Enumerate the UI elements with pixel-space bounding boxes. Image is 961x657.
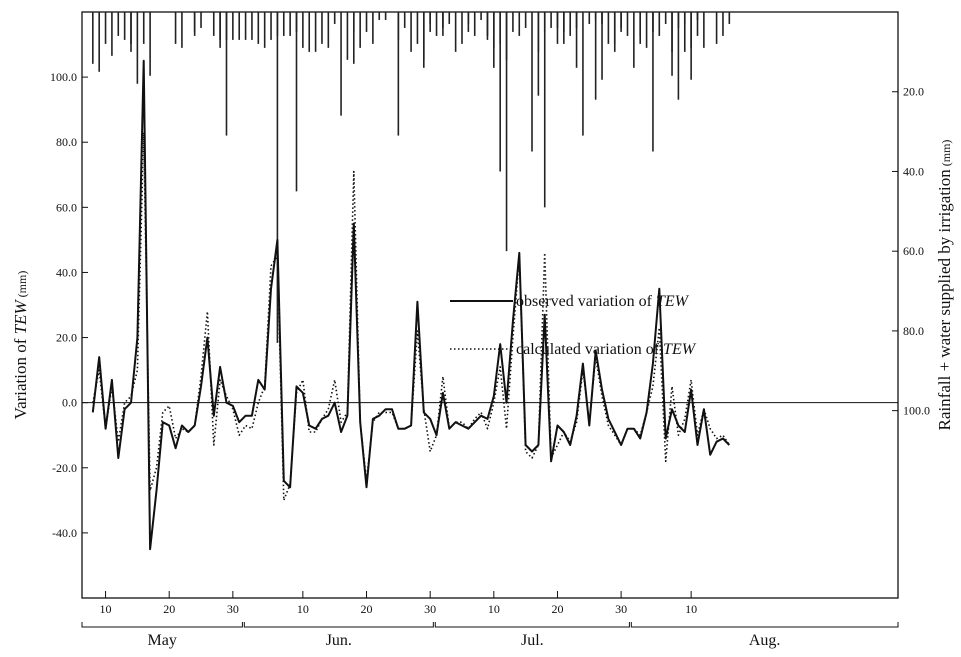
y2-tick-label: 80.0 — [903, 324, 924, 338]
x-tick-label: 20 — [361, 602, 373, 616]
y2-tick-label: 60.0 — [903, 244, 924, 258]
month-label: Jun. — [326, 632, 352, 649]
x-tick-label: 30 — [615, 602, 627, 616]
y2-axis-label-unit: (mm) — [939, 140, 953, 170]
x-tick-label: 30 — [424, 602, 436, 616]
month-label: May — [148, 632, 177, 649]
y-axis-label: Variation of TEW (mm) — [11, 271, 30, 420]
legend-label-italic: TEW — [656, 293, 690, 310]
y2-axis-label: Rainfall + water supplied by irrigation … — [935, 140, 954, 431]
legend-label-text: calculated variation of — [516, 341, 663, 358]
y-tick-label: 0.0 — [62, 396, 77, 410]
month-bracket — [243, 622, 434, 628]
month-bracket — [630, 622, 899, 628]
y-tick-label: -20.0 — [52, 461, 77, 475]
tew-lines — [91, 59, 731, 551]
observed-tew-line — [91, 59, 731, 551]
month-bracket — [434, 622, 630, 628]
legend-label-italic: TEW — [663, 341, 697, 358]
y-tick-label: 100.0 — [50, 70, 77, 84]
y-tick-label: -40.0 — [52, 526, 77, 540]
x-tick-label: 10 — [100, 602, 112, 616]
x-tick-label: 30 — [227, 602, 239, 616]
y2-tick-label: 40.0 — [903, 164, 924, 178]
legend-label: calculated variation of TEW — [516, 341, 697, 358]
y-axis-label-italic: TEW — [11, 299, 30, 335]
calculated-tew-line — [92, 131, 730, 502]
y-tick-label: 80.0 — [56, 135, 77, 149]
y-tick-label: 20.0 — [56, 331, 77, 345]
x-tick-label: 10 — [297, 602, 309, 616]
x-tick-label: 10 — [685, 602, 697, 616]
y-tick-label: 60.0 — [56, 200, 77, 214]
month-label: Aug. — [749, 632, 781, 649]
plot-border — [81, 11, 899, 599]
x-tick-label: 20 — [551, 602, 563, 616]
rainfall-bars — [92, 12, 731, 343]
y2-axis-label-main: Rainfall + water supplied by irrigation — [935, 169, 954, 431]
axes: 100.0 80.0 60.0 40.0 20.0 0.0 -20.0 -40.0 20.0 40… — [11, 70, 954, 649]
y2-tick-label: 100.0 — [903, 404, 930, 418]
plot-frame — [81, 11, 899, 599]
month-bracket — [81, 622, 243, 628]
legend-label-text: observed variation of — [516, 293, 656, 310]
y-axis-label-unit: (mm) — [15, 271, 29, 301]
x-tick-label: 10 — [488, 602, 500, 616]
y-tick-label: 40.0 — [56, 265, 77, 279]
legend-label: observed variation of TEW — [516, 293, 690, 310]
y-axis-label-main: Variation of — [11, 334, 30, 419]
y2-tick-label: 20.0 — [903, 85, 924, 99]
month-label: Jul. — [521, 632, 544, 649]
x-tick-label: 20 — [163, 602, 175, 616]
